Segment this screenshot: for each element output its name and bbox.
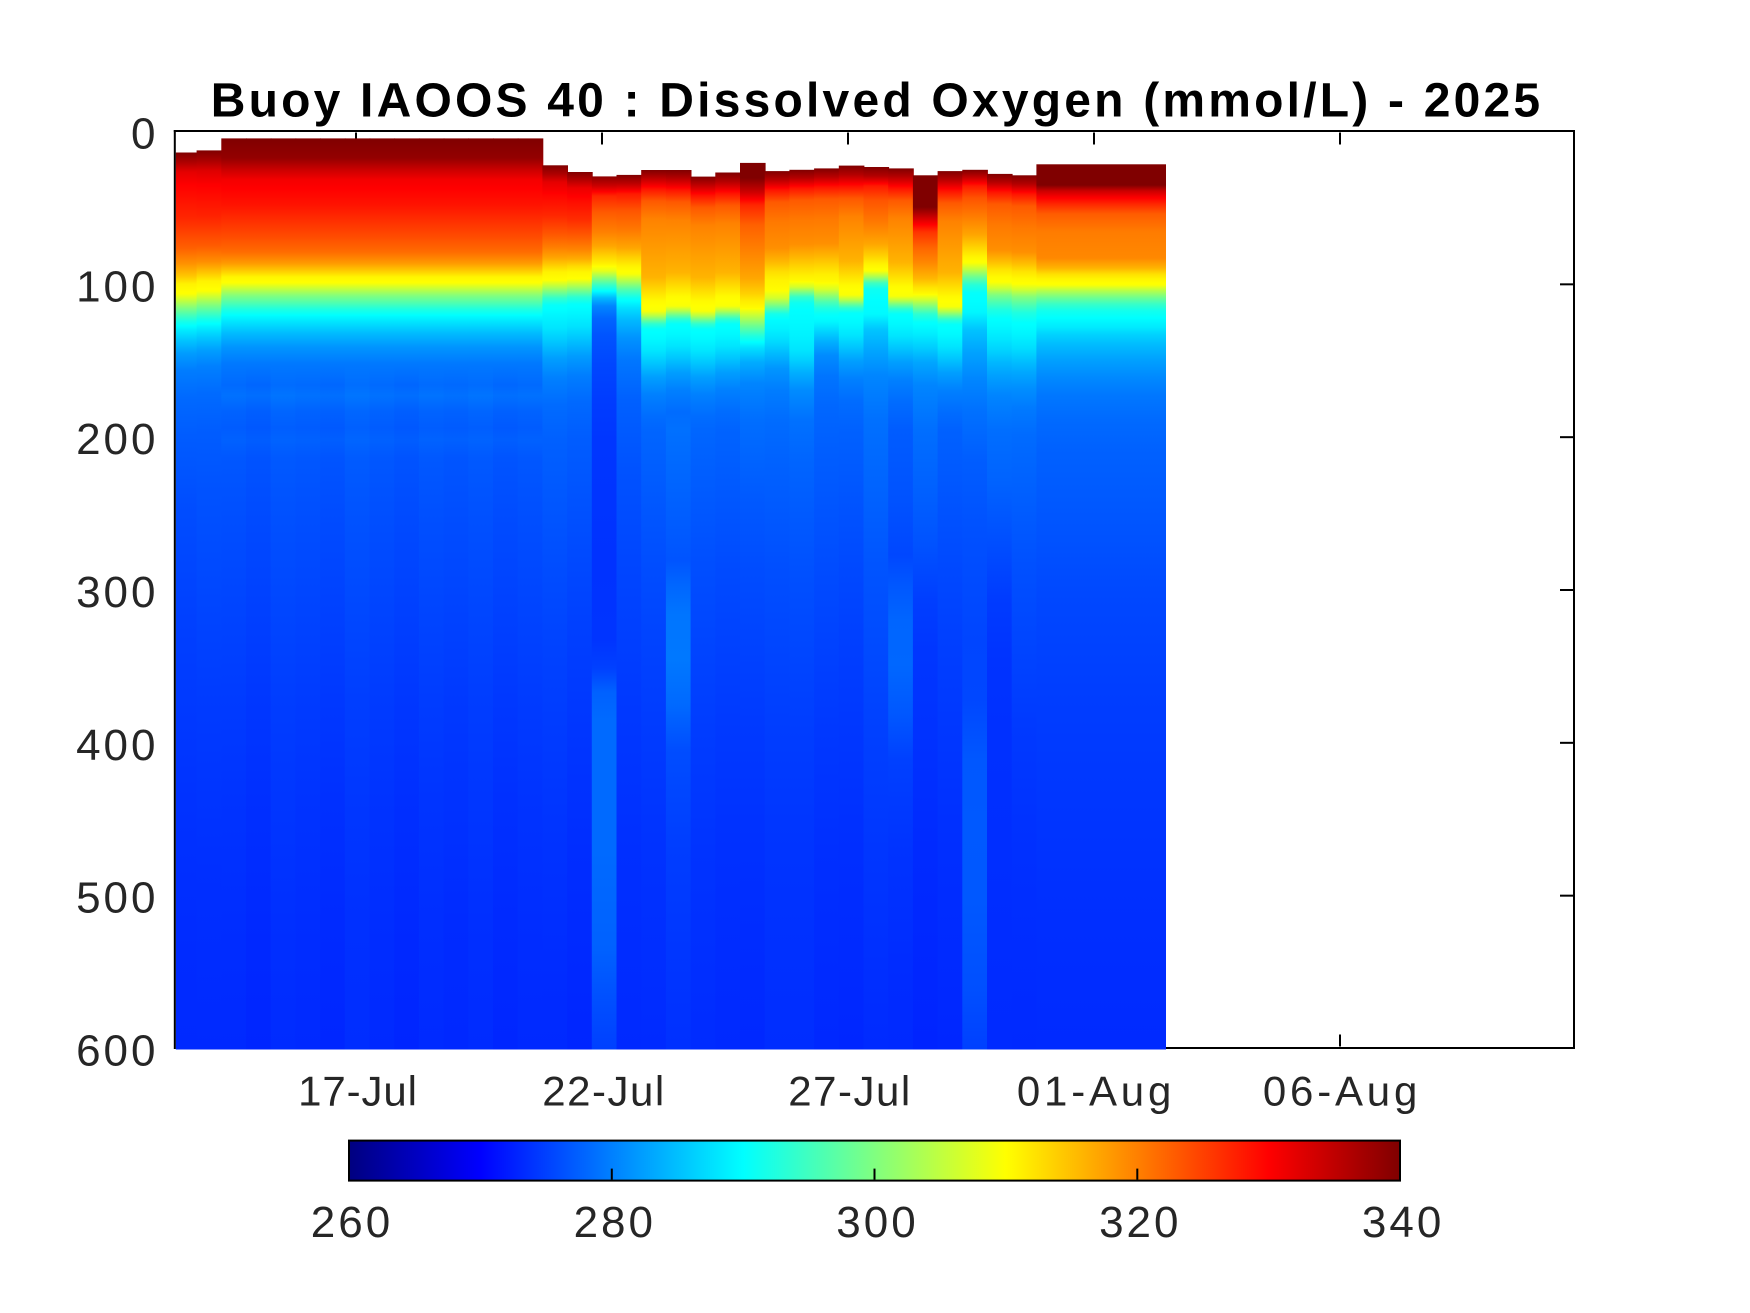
svg-text:300: 300	[836, 1198, 918, 1247]
svg-text:06-Aug: 06-Aug	[1263, 1068, 1421, 1115]
svg-text:600: 600	[76, 1027, 158, 1076]
svg-text:280: 280	[574, 1198, 656, 1247]
svg-text:260: 260	[311, 1198, 393, 1247]
svg-text:320: 320	[1099, 1198, 1181, 1247]
svg-text:500: 500	[76, 874, 158, 923]
svg-text:200: 200	[76, 415, 158, 464]
svg-text:17-Jul: 17-Jul	[298, 1068, 418, 1115]
svg-text:400: 400	[76, 721, 158, 770]
svg-text:300: 300	[76, 568, 158, 617]
svg-text:01-Aug: 01-Aug	[1017, 1068, 1175, 1115]
svg-text:340: 340	[1362, 1198, 1444, 1247]
svg-text:0: 0	[131, 110, 158, 159]
svg-text:22-Jul: 22-Jul	[542, 1068, 665, 1115]
svg-text:27-Jul: 27-Jul	[788, 1068, 911, 1115]
svg-text:100: 100	[76, 262, 158, 311]
svg-text:Buoy IAOOS 40 : Dissolved Oxyg: Buoy IAOOS 40 : Dissolved Oxygen (mmol/L…	[211, 75, 1544, 128]
